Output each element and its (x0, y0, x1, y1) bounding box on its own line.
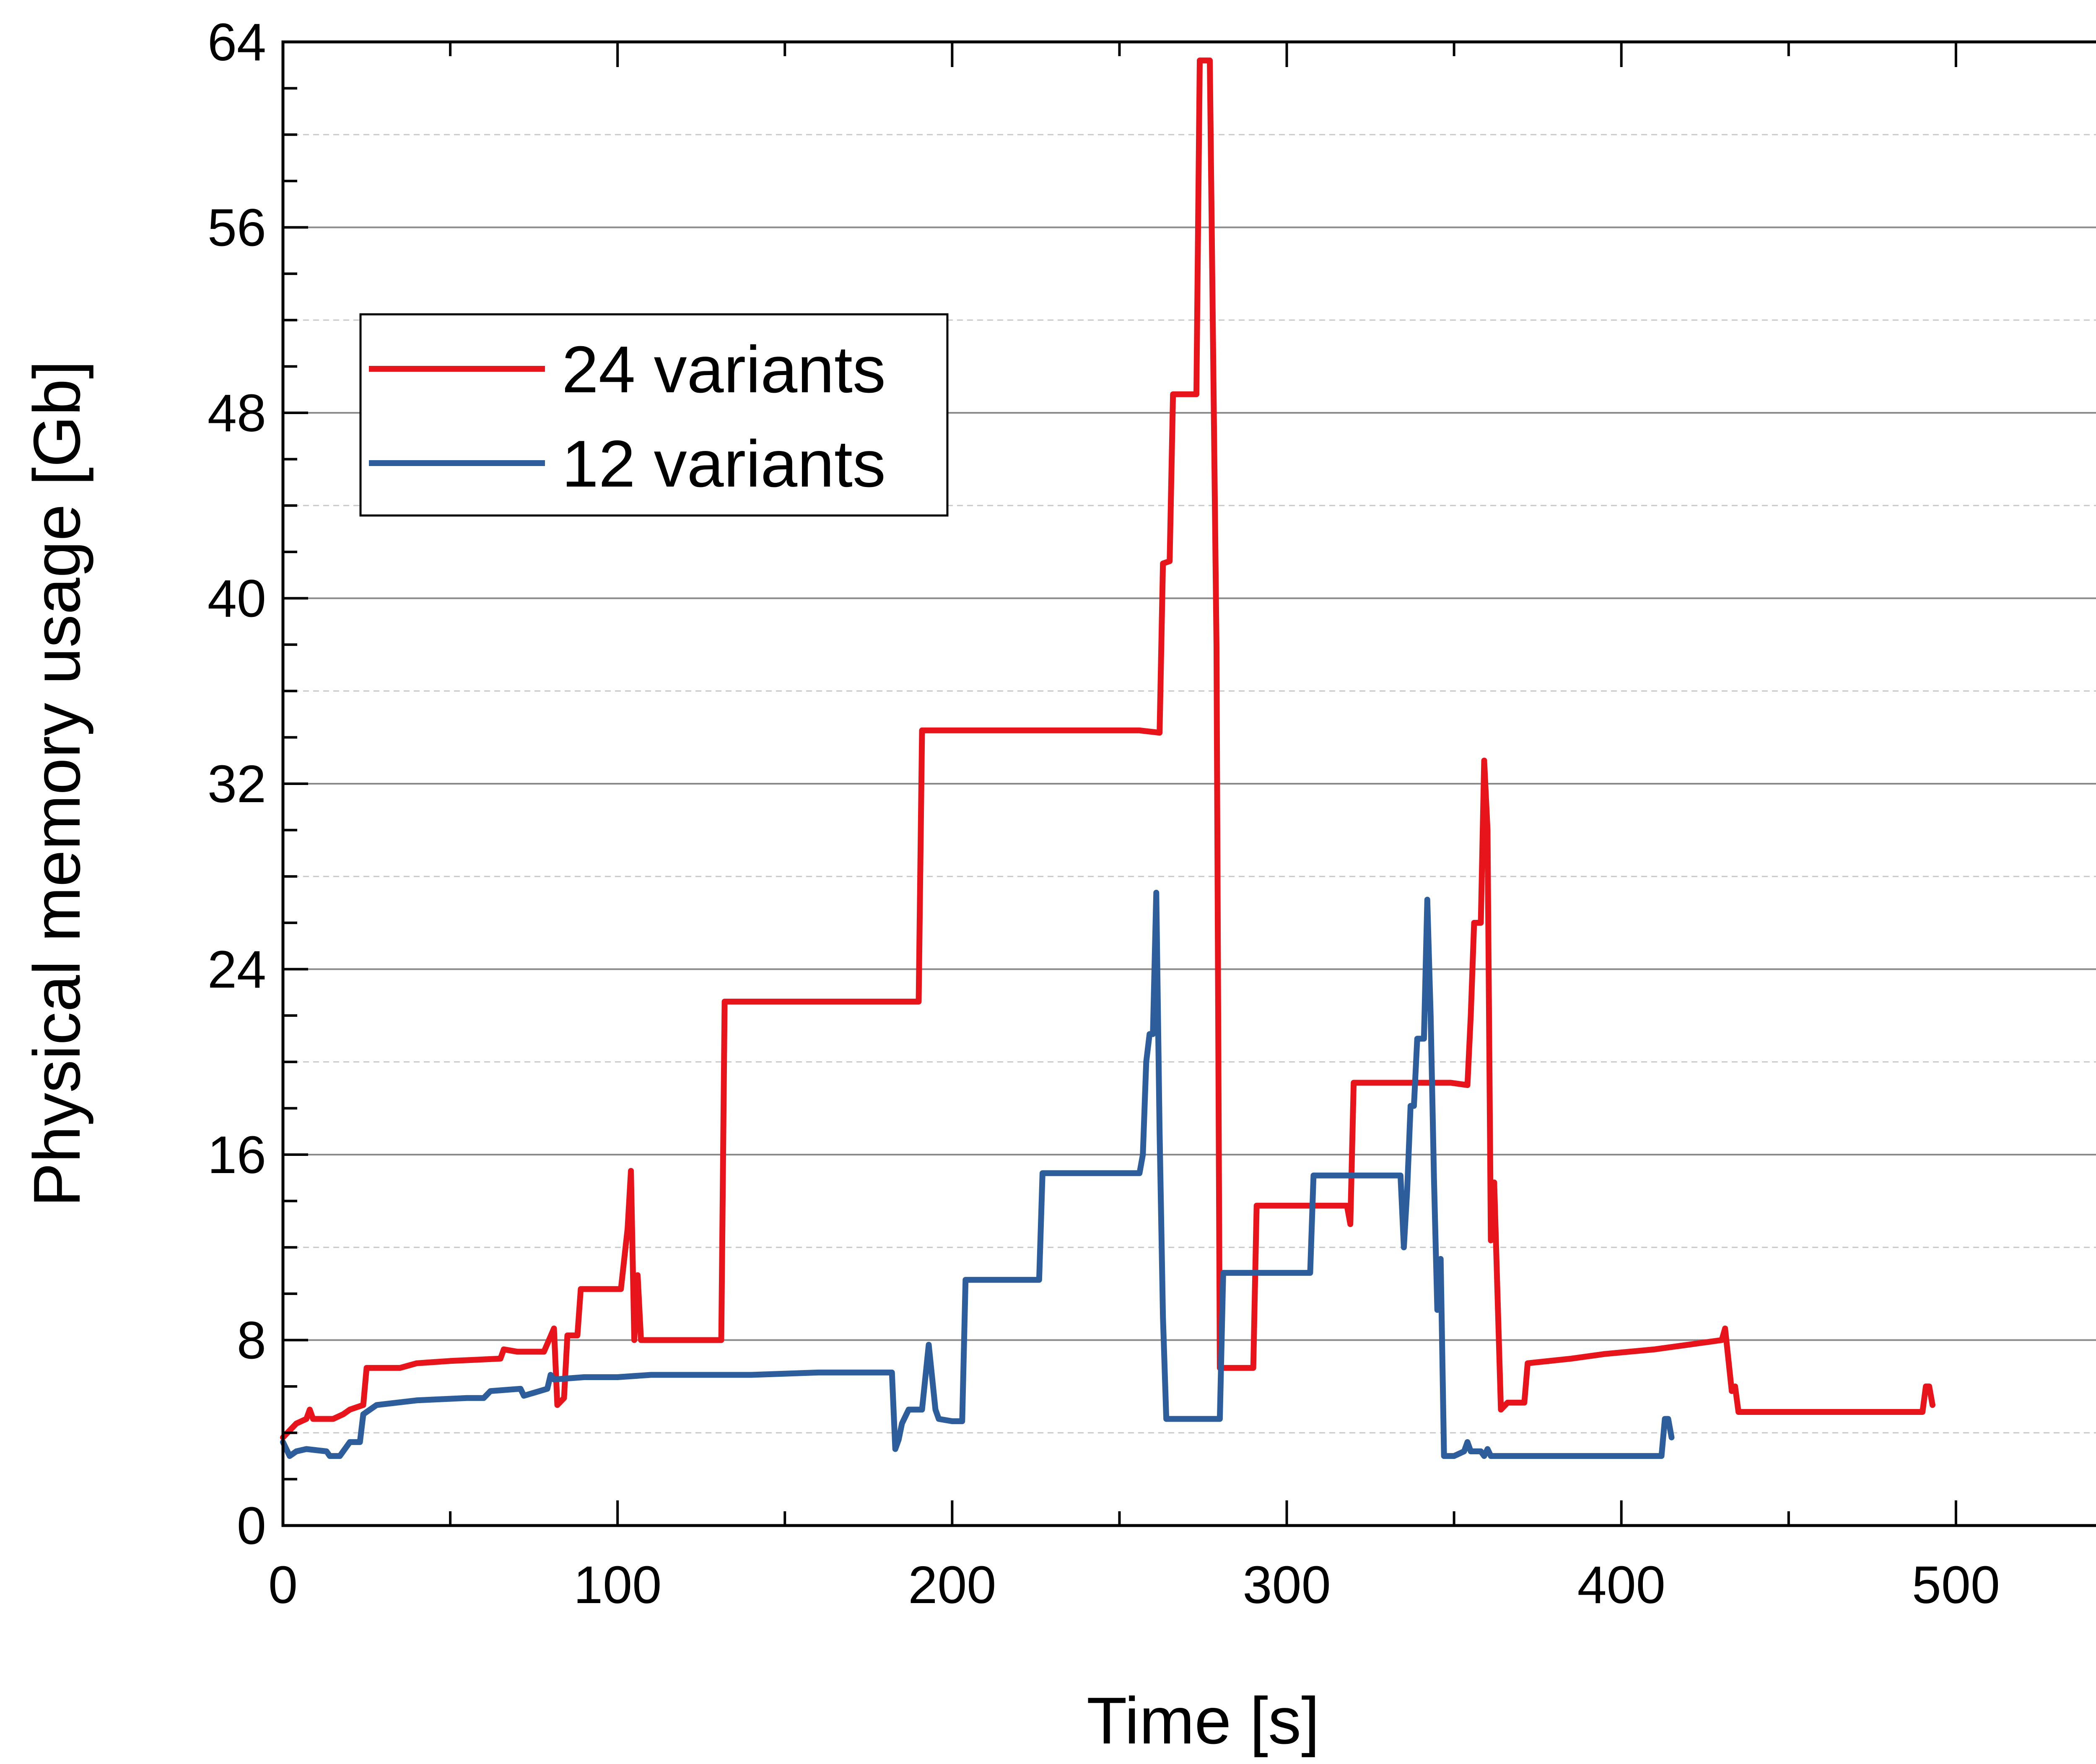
y-tick-label: 16 (208, 1125, 266, 1184)
x-axis-title: Time [s] (1087, 1684, 1320, 1758)
legend-label-12-variants: 12 variants (562, 427, 886, 501)
x-tick-label: 500 (1912, 1555, 2000, 1614)
x-tick-label: 0 (268, 1555, 298, 1614)
x-tick-label: 400 (1577, 1555, 1665, 1614)
y-tick-label: 56 (208, 198, 266, 257)
series-line-24-variants (280, 57, 1935, 1440)
legend-box (359, 313, 949, 517)
y-tick-label: 48 (208, 383, 266, 443)
legend: 24 variants 12 variants (359, 313, 949, 517)
x-tick-label: 100 (573, 1555, 661, 1614)
x-tick-label: 300 (1243, 1555, 1331, 1614)
axis-ticks (282, 41, 1957, 1527)
legend-label-24-variants: 24 variants (562, 333, 886, 407)
y-tick-label: 8 (237, 1311, 266, 1370)
y-tick-labels: 0 8 16 24 32 40 48 56 64 (208, 13, 266, 1555)
y-tick-label: 32 (208, 754, 266, 813)
y-axis-title: Physical memory usage [Gb] (20, 360, 94, 1207)
y-tick-label: 0 (237, 1496, 266, 1555)
x-tick-labels: 0 100 200 300 400 500 (268, 1555, 2000, 1614)
x-tick-label: 200 (908, 1555, 996, 1614)
y-tick-label: 40 (208, 569, 266, 628)
y-tick-label: 24 (208, 940, 266, 999)
y-tick-label: 64 (208, 13, 266, 72)
series-line-12-variants (280, 890, 1675, 1459)
plot-series (280, 57, 1935, 1459)
